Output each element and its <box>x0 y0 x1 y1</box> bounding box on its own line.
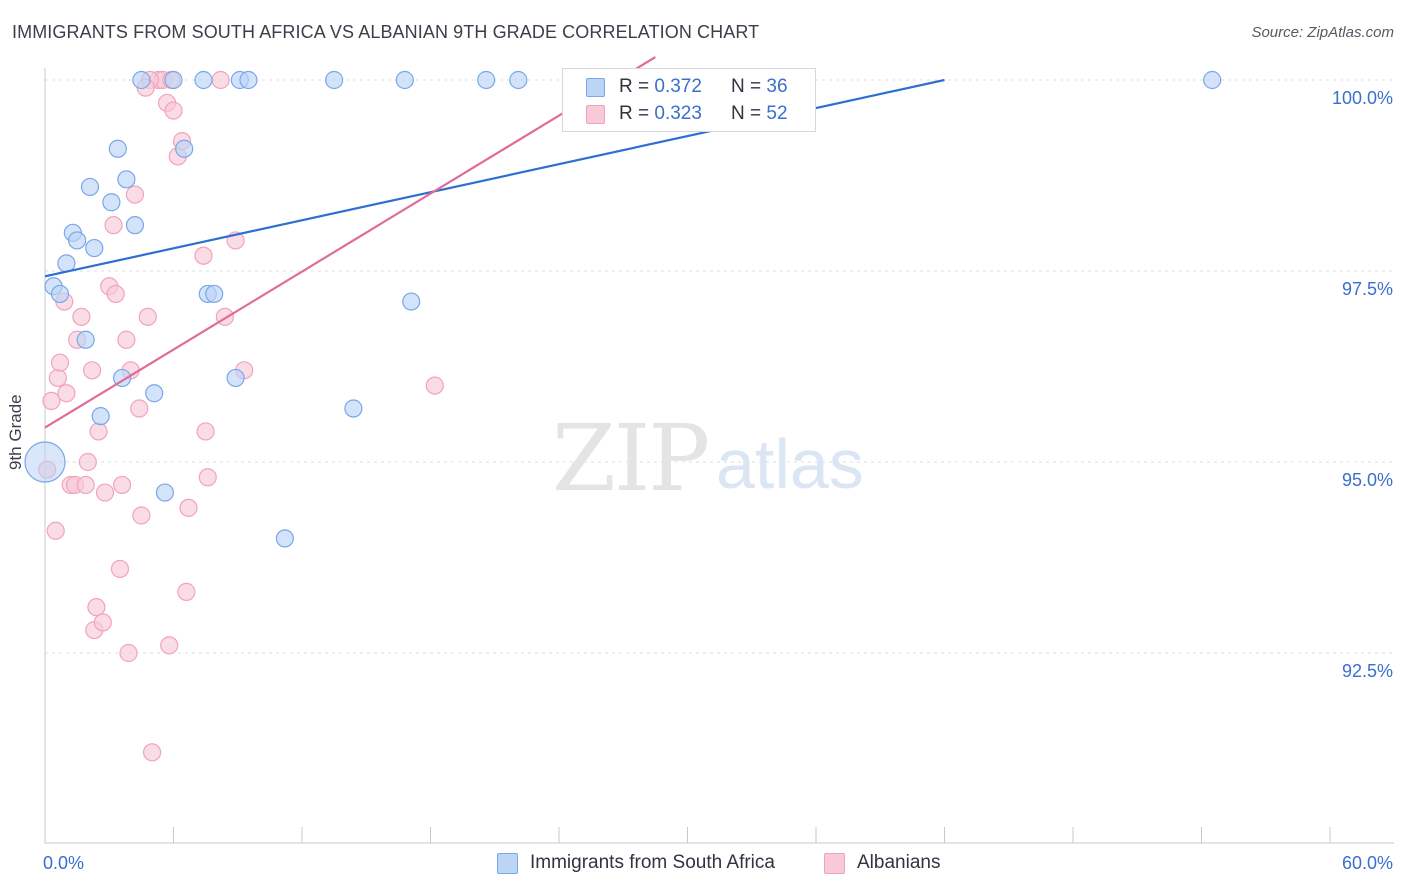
albanians-point <box>78 452 97 472</box>
south-africa-point <box>194 70 213 90</box>
albanians-point <box>112 475 132 495</box>
albanians-point <box>130 399 149 418</box>
albanians-point <box>106 284 125 304</box>
albanians-point <box>48 368 67 388</box>
albanians-point <box>194 246 213 265</box>
legend-label-south-africa: Immigrants from South Africa <box>530 852 775 873</box>
albanians-point <box>89 422 108 441</box>
south-africa-point <box>76 330 95 349</box>
albanians-point <box>119 643 138 663</box>
south-africa-point <box>117 170 136 189</box>
south-africa-point <box>509 70 528 90</box>
r-value-albanians: 0.323 <box>654 103 702 124</box>
watermark-atlas: atlas <box>716 425 864 503</box>
y-tick-label: 100.0% <box>1332 88 1393 108</box>
south-africa-point <box>102 193 121 212</box>
albanians-point <box>42 391 61 410</box>
albanians-point <box>117 330 136 349</box>
n-value-albanians: 52 <box>766 103 788 124</box>
blue-swatch <box>497 852 518 874</box>
legend-label-albanians: Albanians <box>857 852 941 873</box>
albanians-point <box>164 101 183 120</box>
albanians-point <box>76 475 95 495</box>
albanians-point <box>211 70 230 90</box>
south-africa-point <box>402 292 421 311</box>
albanians-point <box>93 613 112 632</box>
south-africa-point <box>175 139 194 158</box>
stats-legend: R = 0.372 N = 36 R = 0.323 N = 52 <box>562 68 816 132</box>
albanians-point <box>46 521 65 540</box>
south-africa-point <box>275 529 294 548</box>
x-tick-label: 60.0% <box>1342 853 1393 873</box>
south-africa-point <box>24 441 66 483</box>
albanians-point <box>179 498 198 517</box>
south-africa-point <box>91 407 110 426</box>
south-africa-point <box>85 238 104 258</box>
south-africa-point <box>80 177 100 197</box>
albanians-trend-line <box>44 56 656 429</box>
albanians-point <box>177 582 196 601</box>
albanians-point <box>95 483 115 502</box>
albanians-point <box>196 422 215 441</box>
watermark-zip: ZIP <box>552 405 708 512</box>
r-value-south-africa: 0.372 <box>654 76 702 97</box>
legend-item-south-africa[interactable]: Immigrants from South Africa <box>497 852 775 874</box>
n-value-south-africa: 36 <box>766 76 788 97</box>
south-africa-point <box>50 284 70 304</box>
south-africa-point <box>68 231 87 250</box>
south-africa-point <box>132 70 151 90</box>
legend-item-albanians[interactable]: Albanians <box>824 852 940 874</box>
south-africa-point <box>477 70 496 90</box>
south-africa-point <box>226 368 245 388</box>
r-label: R = <box>619 76 655 97</box>
albanians-point <box>142 743 162 762</box>
r-label: R = <box>619 103 655 124</box>
south-africa-point <box>239 70 258 90</box>
albanians-point <box>83 361 102 380</box>
albanians-point <box>110 559 130 579</box>
y-tick-label: 95.0% <box>1342 470 1393 490</box>
south-africa-point <box>108 139 127 158</box>
blue-swatch <box>586 77 605 97</box>
south-africa-point <box>155 483 175 502</box>
y-tick-label: 97.5% <box>1342 279 1393 299</box>
y-tick-label: 92.5% <box>1342 661 1393 681</box>
albanians-point <box>425 376 444 395</box>
albanians-point <box>132 506 151 525</box>
pink-swatch <box>586 104 605 124</box>
albanians-point <box>50 353 70 372</box>
south-africa-point <box>1203 70 1222 90</box>
albanians-point <box>125 185 145 204</box>
pink-swatch <box>824 852 845 874</box>
albanians-point <box>104 216 123 235</box>
south-africa-point <box>125 216 145 235</box>
albanians-point <box>87 598 106 617</box>
south-africa-point <box>205 284 224 304</box>
albanians-point <box>160 636 179 655</box>
source-label: Source: ZipAtlas.com <box>1251 24 1394 41</box>
chart-title: IMMIGRANTS FROM SOUTH AFRICA VS ALBANIAN… <box>12 22 760 42</box>
south-africa-point <box>164 70 183 90</box>
albanians-point <box>72 307 91 326</box>
n-label: N = <box>731 103 767 124</box>
albanians-point <box>138 307 157 326</box>
tick-labels: 92.5% 95.0% 97.5% 100.0% 0.0% 60.0% <box>43 88 1393 873</box>
albanians-point <box>57 384 76 403</box>
albanians-point <box>198 468 217 487</box>
n-label: N = <box>731 76 767 97</box>
south-africa-point <box>395 70 414 90</box>
south-africa-point <box>325 70 344 90</box>
x-tick-label: 0.0% <box>43 853 84 873</box>
south-africa-point <box>344 399 363 418</box>
south-africa-point <box>145 384 164 403</box>
